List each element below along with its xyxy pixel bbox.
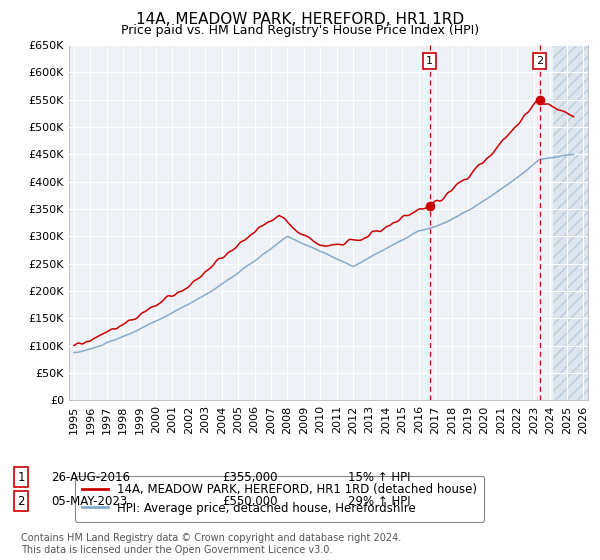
Text: 2: 2 [17,494,25,508]
Text: 2: 2 [536,56,543,66]
Text: Contains HM Land Registry data © Crown copyright and database right 2024.
This d: Contains HM Land Registry data © Crown c… [21,533,401,555]
Text: 15% ↑ HPI: 15% ↑ HPI [348,470,410,484]
Text: 1: 1 [17,470,25,484]
Bar [553,45,600,400]
Legend: 14A, MEADOW PARK, HEREFORD, HR1 1RD (detached house), HPI: Average price, detach: 14A, MEADOW PARK, HEREFORD, HR1 1RD (det… [75,475,484,522]
Text: 26-AUG-2016: 26-AUG-2016 [51,470,130,484]
Text: £355,000: £355,000 [222,470,277,484]
Text: 1: 1 [426,56,433,66]
Text: 14A, MEADOW PARK, HEREFORD, HR1 1RD: 14A, MEADOW PARK, HEREFORD, HR1 1RD [136,12,464,27]
Text: 05-MAY-2023: 05-MAY-2023 [51,494,127,508]
Text: £550,000: £550,000 [222,494,277,508]
Text: 29% ↑ HPI: 29% ↑ HPI [348,494,410,508]
Text: Price paid vs. HM Land Registry's House Price Index (HPI): Price paid vs. HM Land Registry's House … [121,24,479,36]
